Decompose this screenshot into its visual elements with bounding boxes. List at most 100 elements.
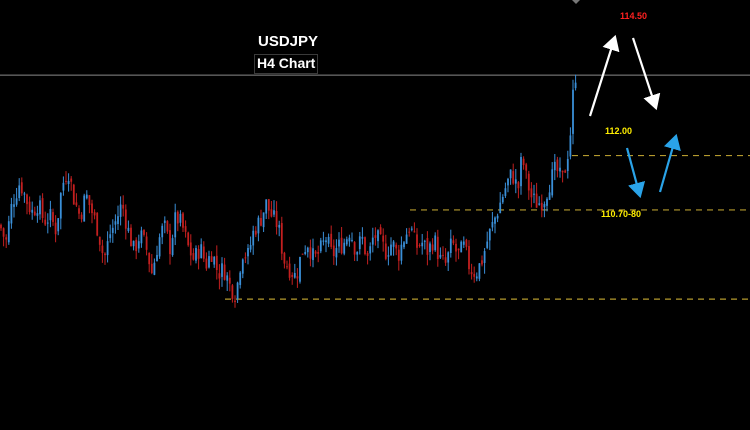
level-label-110-70-80: 110.70-80 bbox=[601, 209, 641, 219]
candle-body bbox=[330, 233, 333, 247]
candle-body bbox=[431, 244, 434, 251]
candle-body bbox=[423, 240, 426, 242]
candle-body bbox=[88, 195, 91, 206]
candle-body bbox=[189, 242, 192, 256]
candle-body bbox=[7, 221, 10, 243]
candle-body bbox=[517, 182, 520, 189]
candle-body bbox=[176, 211, 179, 224]
candlestick-series bbox=[0, 74, 577, 308]
candle-body bbox=[54, 222, 57, 235]
candle-body bbox=[234, 300, 236, 303]
candle-body bbox=[70, 178, 73, 182]
candle-body bbox=[33, 211, 36, 216]
target-label: 114.50 bbox=[620, 11, 647, 21]
candle-body bbox=[57, 218, 60, 232]
candle-body bbox=[317, 251, 320, 254]
candle-body bbox=[543, 204, 546, 208]
candle-body bbox=[117, 216, 119, 225]
candle-body bbox=[374, 235, 377, 238]
candle-body bbox=[408, 231, 411, 233]
candle-body bbox=[143, 230, 145, 235]
candle-body bbox=[293, 273, 296, 278]
candle-body bbox=[434, 235, 437, 251]
candle-body bbox=[447, 252, 450, 263]
candle-body bbox=[236, 282, 239, 300]
candle-body bbox=[533, 193, 535, 195]
candle-body bbox=[200, 244, 203, 259]
candle-body bbox=[309, 247, 312, 259]
candle-body bbox=[130, 227, 132, 247]
candle-body bbox=[174, 212, 177, 238]
candle-body bbox=[119, 204, 122, 217]
candle-body bbox=[296, 276, 299, 279]
candle-body bbox=[98, 236, 101, 245]
projection-arrows bbox=[588, 34, 681, 199]
candle-body bbox=[252, 230, 255, 246]
blue-arrow-down bbox=[625, 147, 646, 199]
candle-body bbox=[132, 240, 135, 247]
candle-body bbox=[171, 238, 174, 256]
candle-body bbox=[538, 203, 541, 205]
candle-body bbox=[397, 249, 400, 261]
candle-body bbox=[150, 263, 153, 274]
candle-body bbox=[106, 241, 109, 256]
candle-body bbox=[101, 245, 104, 254]
candle-body bbox=[80, 214, 83, 220]
candle-body bbox=[109, 234, 112, 239]
candle-body bbox=[158, 237, 161, 257]
blue-arrow-up bbox=[658, 133, 681, 193]
candle-body bbox=[83, 195, 86, 222]
candle-body bbox=[348, 237, 351, 242]
candle-body bbox=[111, 227, 114, 233]
candle-body bbox=[507, 178, 509, 186]
candle-body bbox=[278, 224, 281, 228]
candle-body bbox=[36, 213, 39, 216]
candle-body bbox=[5, 237, 8, 240]
candle-body bbox=[72, 184, 75, 205]
candle-body bbox=[140, 230, 143, 244]
candle-body bbox=[338, 239, 340, 247]
candle-body bbox=[343, 242, 346, 254]
candle-body bbox=[314, 251, 317, 254]
candle-body bbox=[512, 171, 515, 184]
candle-body bbox=[49, 208, 52, 221]
candle-body bbox=[67, 180, 70, 185]
candle-body bbox=[327, 236, 330, 244]
support-resistance-levels bbox=[225, 154, 750, 300]
candle-body bbox=[429, 243, 431, 253]
candle-body bbox=[291, 274, 294, 277]
candle-body bbox=[267, 199, 270, 211]
candle-body bbox=[65, 180, 67, 182]
candle-body bbox=[13, 204, 15, 207]
candle-body bbox=[468, 246, 470, 270]
candle-body bbox=[442, 254, 444, 256]
candle-body bbox=[223, 264, 226, 280]
candle-body bbox=[23, 193, 26, 195]
candle-body bbox=[400, 244, 403, 261]
candle-body bbox=[384, 243, 387, 259]
candle-body bbox=[26, 194, 28, 205]
candle-body bbox=[546, 198, 548, 206]
candle-body bbox=[182, 213, 184, 228]
candle-body bbox=[145, 236, 148, 250]
candle-body bbox=[135, 239, 138, 252]
level-label-112: 112.00 bbox=[605, 126, 632, 136]
candle-body bbox=[361, 237, 364, 239]
candle-body bbox=[561, 170, 564, 173]
candle-body bbox=[319, 240, 322, 252]
candle-body bbox=[0, 224, 2, 229]
candle-body bbox=[265, 199, 268, 214]
candle-body bbox=[405, 234, 408, 244]
candle-body bbox=[345, 239, 348, 245]
candle-body bbox=[460, 241, 463, 253]
candle-body bbox=[283, 252, 286, 264]
candle-body bbox=[192, 253, 195, 260]
chart-symbol-title: USDJPY bbox=[258, 33, 319, 50]
candle-body bbox=[301, 253, 304, 255]
candle-body bbox=[452, 240, 455, 244]
candle-body bbox=[390, 244, 392, 256]
candle-body bbox=[509, 169, 512, 179]
candle-body bbox=[470, 272, 473, 275]
candle-body bbox=[93, 212, 96, 216]
